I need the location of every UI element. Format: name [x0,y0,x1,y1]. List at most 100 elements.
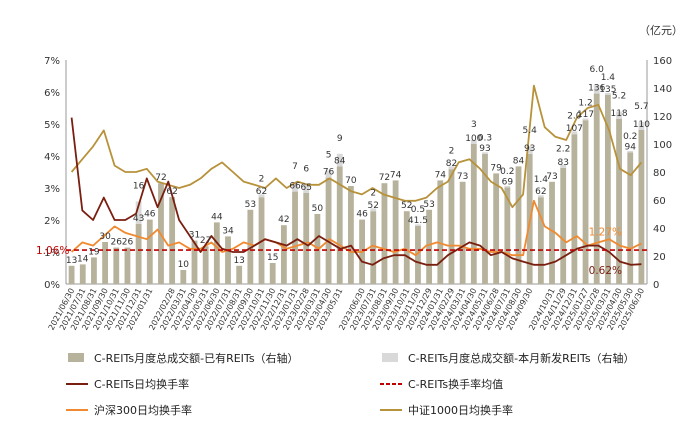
bar-existing-label: 72 [155,173,166,183]
legend-swatch [382,353,398,362]
bar-existing [91,257,97,284]
legend-label: C-REITs换手率均值 [408,377,503,391]
bar-new [616,111,622,119]
bar-existing-label: 110 [633,120,650,130]
left-tick-label: 7% [44,56,60,67]
bar-new-label: 0.2 [623,132,637,142]
bar-existing-label: 94 [625,142,637,152]
bar-new-label: 9 [337,134,343,144]
bar-existing-label: 52 [401,201,412,211]
legend-swatch [68,353,84,362]
bar-existing-label: 30 [99,232,111,242]
bar-existing [415,225,421,284]
bar-existing [448,169,455,284]
bar-existing [213,222,220,284]
left-tick-label: 5% [44,120,60,131]
bar-new [448,166,455,170]
bar-existing [314,214,321,284]
bar-new [604,93,611,95]
bar-existing-label: 76 [323,168,335,178]
bar-new-label: 2.2 [556,145,570,155]
left-tick-label: 1% [44,248,60,259]
bar-existing [459,181,466,284]
bar-existing [124,247,131,284]
bar-new [135,201,142,224]
bar-existing-label: 136 [588,84,605,94]
bar-existing-label: 65 [300,183,311,193]
bar-new-label: 2 [259,174,265,184]
bar-existing-label: 62 [166,187,177,197]
bar-new-label: 7 [292,162,298,172]
left-tick-label: 2% [44,216,60,227]
bar-new-label: 1.4 [534,175,549,185]
bar-existing-label: 135 [599,85,616,95]
bar-existing [627,152,634,284]
bar-existing-label: 43 [133,214,144,224]
bar-existing-label: 84 [334,156,346,166]
bar-existing [68,265,75,284]
bar-new-label: 6 [303,165,309,175]
right-tick-label: 160 [653,56,672,67]
line-creits-daily [70,117,642,266]
legend-label: C-REITs月度总成交额-已有REITs（右轴） [94,351,299,365]
bar-existing-label: 117 [577,110,594,120]
bar-existing [403,211,410,284]
bar-existing-label: 84 [513,156,525,166]
bar-new [560,164,567,168]
bar-existing [225,236,231,284]
bar-new [325,170,332,178]
annotation-average: 1.06% [36,245,69,257]
bar-existing-label: 118 [610,109,627,119]
bar-existing-label: 52 [368,201,379,211]
bar-existing [392,180,399,284]
bar-existing-label: 19 [88,247,100,257]
bar-existing [146,219,153,284]
bar-new [593,85,600,94]
bar-existing [582,120,589,284]
right-tick-label: 80 [653,168,666,179]
bar-new-label: 5.2 [612,92,626,102]
bar-existing-label: 46 [356,210,368,220]
bar-existing [280,225,287,284]
right-axis-unit: （亿元） [639,24,683,37]
bar-new-label: 3.2 [657,0,671,3]
annotation-hs300: 1.27% [589,226,622,238]
right-tick-label: 140 [653,84,672,95]
bar-existing [202,246,209,284]
bar-new-label: 5.7 [634,102,648,112]
bar-existing [638,130,645,284]
bar-new [571,131,578,135]
bar-existing-label: 70 [345,176,357,186]
bar-existing [560,167,567,284]
bar-existing [325,177,332,284]
bar-new [415,224,421,226]
bar-existing-label: 15 [267,253,278,263]
right-tick-label: 120 [653,112,672,123]
bar-existing [247,209,254,284]
bar-new [482,152,488,154]
bar-new-label: 1.2 [578,99,592,109]
bar-new [537,195,544,198]
right-tick-label: 20 [653,252,666,263]
bar-existing-label: 53 [423,200,434,210]
bar-existing [437,180,444,284]
annotation-creits: 0.62% [589,265,622,277]
bar-existing-label: 50 [312,204,324,214]
legend-label: 沪深300日均换手率 [94,403,192,417]
bar-existing-label: 14 [77,254,89,264]
right-tick-label: 40 [653,224,666,235]
bar-existing [370,211,377,284]
bar-new-label: 5.4 [523,126,538,136]
bar-existing [169,197,176,284]
legend-label: C-REITs日均换手率 [94,377,189,391]
bar-existing [336,166,343,284]
bar-existing [135,223,142,284]
bar-new-label: 6.0 [590,65,605,75]
bar-existing [292,191,298,284]
bar-existing [348,186,354,284]
bar-new [292,181,298,192]
bar-new [582,118,589,121]
right-tick-label: 100 [653,140,672,151]
bar-existing-label: 73 [457,172,468,182]
